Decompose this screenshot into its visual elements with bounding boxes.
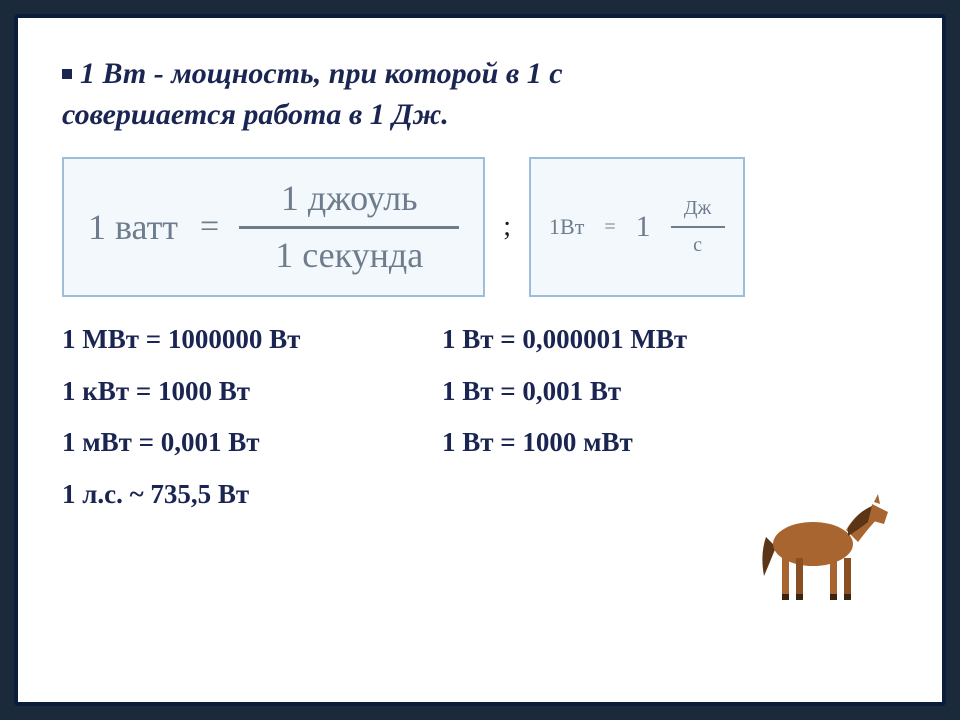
conv-left: 1 мВт = 0,001 Вт xyxy=(62,428,442,458)
conversion-row: 1 мВт = 0,001 Вт 1 Вт = 1000 мВт xyxy=(62,428,898,458)
conv-left: 1 кВт = 1000 Вт xyxy=(62,377,442,407)
formula1-numerator: 1 джоуль xyxy=(281,178,418,219)
formula1-eq: = xyxy=(200,208,219,246)
conv-right: 1 Вт = 0,001 Вт xyxy=(442,377,621,407)
conversion-row: 1 МВт = 1000000 Вт 1 Вт = 0,000001 МВт xyxy=(62,325,898,355)
conv-right: 1 Вт = 0,000001 МВт xyxy=(442,325,687,355)
conv-left: 1 МВт = 1000000 Вт xyxy=(62,325,442,355)
formula-box-words: 1 ватт = 1 джоуль 1 секунда xyxy=(62,157,485,297)
formula1-fraction: 1 джоуль 1 секунда xyxy=(239,178,459,276)
formula-row: 1 ватт = 1 джоуль 1 секунда ; 1Вт = 1 Дж… xyxy=(62,157,898,297)
formula2-one: 1 xyxy=(636,210,651,244)
conversions-block: 1 МВт = 1000000 Вт 1 Вт = 0,000001 МВт 1… xyxy=(62,325,898,510)
semicolon: ; xyxy=(503,211,511,243)
formula2-denominator: с xyxy=(693,234,702,257)
definition-text: 1 Вт - мощность, при которой в 1 с совер… xyxy=(62,54,898,135)
formula2-fraction: Дж с xyxy=(671,197,725,257)
formula-box-symbols: 1Вт = 1 Дж с xyxy=(529,157,745,297)
slide-frame: 1 Вт - мощность, при которой в 1 с совер… xyxy=(14,14,946,706)
formula1-lhs: 1 ватт xyxy=(88,206,178,248)
fraction-bar-icon xyxy=(671,226,725,228)
slide-outer: 1 Вт - мощность, при которой в 1 с совер… xyxy=(0,0,960,720)
definition-line2: совершается работа в 1 Дж. xyxy=(62,98,449,131)
fraction-bar-icon xyxy=(239,226,459,229)
formula2-eq: = xyxy=(604,216,615,239)
conv-left: 1 л.с. ~ 735,5 Вт xyxy=(62,480,442,510)
formula2-lhs: 1Вт xyxy=(549,214,584,240)
conversion-row: 1 кВт = 1000 Вт 1 Вт = 0,001 Вт xyxy=(62,377,898,407)
conv-right: 1 Вт = 1000 мВт xyxy=(442,428,633,458)
formula2-numerator: Дж xyxy=(684,197,711,220)
formula1-denominator: 1 секунда xyxy=(275,235,423,276)
definition-line1: 1 Вт - мощность, при которой в 1 с xyxy=(80,57,563,90)
horse-icon xyxy=(758,492,890,602)
bullet-icon xyxy=(62,69,72,79)
